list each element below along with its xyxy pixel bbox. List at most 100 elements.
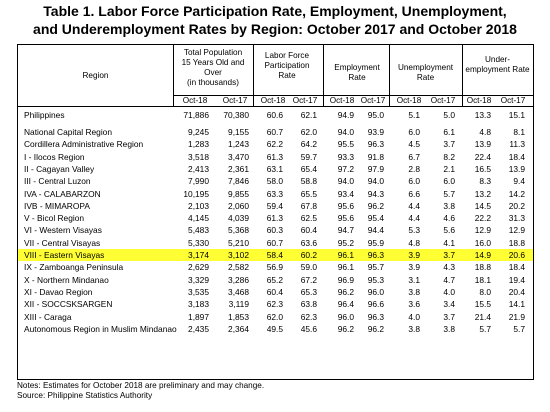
row-value: 4.4 xyxy=(408,200,420,211)
row-value: 6.0 xyxy=(408,176,420,187)
header-period: Oct-17 xyxy=(360,96,386,105)
row-value: 8.1 xyxy=(513,127,525,137)
row-value: 9,155 xyxy=(228,127,249,137)
row-value: 94.9 xyxy=(337,110,354,120)
row-value: 5.1 xyxy=(408,110,420,120)
row-value: 13.3 xyxy=(474,110,491,120)
row-value: 13.2 xyxy=(474,188,491,199)
row-value: 4,145 xyxy=(188,213,209,224)
header-subline xyxy=(173,95,533,96)
row-value: 97.2 xyxy=(337,163,354,174)
row-value: 94.7 xyxy=(337,225,354,236)
row-value: 63.8 xyxy=(300,299,317,310)
row-value: 96.3 xyxy=(367,139,384,150)
row-region: I - Ilocos Region xyxy=(24,151,85,162)
table-row: Philippines 71,886 70,380 60.6 62.1 94.9… xyxy=(18,109,533,121)
header-unemployment-line: Rate xyxy=(416,73,435,82)
row-value: 20.2 xyxy=(508,200,525,211)
table-row: XII - SOCCSKSARGEN 3,183 3,119 62.3 63.8… xyxy=(18,298,533,310)
row-value: 96.2 xyxy=(367,323,384,334)
row-value: 61.3 xyxy=(266,213,283,224)
row-value: 6.0 xyxy=(408,127,420,137)
row-value: 4.8 xyxy=(408,237,420,248)
header-divider xyxy=(462,45,463,106)
row-value: 5,483 xyxy=(188,225,209,236)
row-value: 4.7 xyxy=(443,274,455,285)
row-value: 60.4 xyxy=(300,225,317,236)
row-value: 5.7 xyxy=(513,323,525,334)
row-value: 21.4 xyxy=(474,311,491,322)
table-row: XIII - Caraga 1,897 1,853 62.0 62.3 96.0… xyxy=(18,311,533,323)
table-header: Region Total Population 15 Years Old and… xyxy=(18,45,533,107)
row-value: 3,329 xyxy=(188,274,209,285)
row-value: 2,364 xyxy=(228,323,249,334)
row-value: 95.9 xyxy=(367,237,384,248)
row-region: IVA - CALABARZON xyxy=(24,188,101,199)
row-value: 13.9 xyxy=(508,163,525,174)
row-value: 18.4 xyxy=(508,262,525,273)
row-value: 2,629 xyxy=(188,262,209,273)
row-value: 63.6 xyxy=(300,237,317,248)
row-value: 64.2 xyxy=(300,139,317,150)
row-region: Autonomous Region in Muslim Mindanao xyxy=(24,323,177,334)
row-value: 5.7 xyxy=(479,323,491,334)
row-value: 18.8 xyxy=(474,262,491,273)
row-value: 6.6 xyxy=(408,188,420,199)
row-value: 1,283 xyxy=(188,139,209,150)
row-value: 31.3 xyxy=(508,213,525,224)
row-value: 3.8 xyxy=(443,200,455,211)
row-value: 2,361 xyxy=(228,163,249,174)
row-value: 2,582 xyxy=(228,262,249,273)
row-value: 3.7 xyxy=(443,250,455,260)
table-row: National Capital Region 9,245 9,155 60.7… xyxy=(18,126,533,138)
row-region: V - Bicol Region xyxy=(24,213,85,224)
row-value: 5,368 xyxy=(228,225,249,236)
row-region: VI - Western Visayas xyxy=(24,225,102,236)
row-value: 14.9 xyxy=(474,250,491,260)
header-population: Total Population 15 Years Old and Over (… xyxy=(173,48,253,88)
row-value: 3.7 xyxy=(443,311,455,322)
row-value: 4.0 xyxy=(443,286,455,297)
header-unemployment-line: Unemployment xyxy=(397,63,454,72)
row-value: 62.1 xyxy=(300,110,317,120)
row-value: 93.9 xyxy=(367,127,384,137)
row-value: 20.6 xyxy=(508,250,525,260)
row-value: 6.0 xyxy=(443,176,455,187)
row-value: 7,846 xyxy=(228,176,249,187)
row-value: 6.1 xyxy=(443,127,455,137)
row-value: 95.0 xyxy=(367,110,384,120)
row-value: 2,060 xyxy=(228,200,249,211)
header-region: Region xyxy=(82,71,109,80)
header-lfpr-line: Participation xyxy=(264,61,310,70)
title-line-2: and Underemployment Rates by Region: Oct… xyxy=(33,21,517,37)
row-value: 96.1 xyxy=(337,262,354,273)
table-row: Autonomous Region in Muslim Mindanao 2,4… xyxy=(18,323,533,335)
row-region: X - Northern Mindanao xyxy=(24,274,109,285)
row-value: 4.8 xyxy=(479,127,491,137)
row-value: 3.4 xyxy=(443,299,455,310)
row-value: 1,897 xyxy=(188,311,209,322)
table-row: VII - Central Visayas 5,330 5,210 60.7 6… xyxy=(18,237,533,249)
row-value: 3,535 xyxy=(188,286,209,297)
header-period: Oct-17 xyxy=(500,96,526,105)
row-value: 4.1 xyxy=(443,237,455,248)
row-value: 97.9 xyxy=(367,163,384,174)
row-value: 62.2 xyxy=(266,139,283,150)
header-lfpr-line: Rate xyxy=(278,71,296,80)
header-underemployment-line: employment Rate xyxy=(465,65,530,74)
row-value: 3,183 xyxy=(188,299,209,310)
header-lfpr-line: Labor Force xyxy=(264,51,310,60)
row-value: 8.2 xyxy=(443,151,455,162)
row-value: 2,103 xyxy=(188,200,209,211)
row-value: 5.3 xyxy=(408,225,420,236)
row-region: IX - Zamboanga Peninsula xyxy=(24,262,124,273)
row-value: 65.4 xyxy=(300,163,317,174)
row-value: 62.3 xyxy=(266,299,283,310)
row-value: 95.3 xyxy=(367,274,384,285)
row-region: XI - Davao Region xyxy=(24,286,93,297)
row-value: 20.4 xyxy=(508,286,525,297)
row-value: 21.9 xyxy=(508,311,525,322)
row-region: XII - SOCCSKSARGEN xyxy=(24,299,113,310)
row-value: 3.8 xyxy=(408,286,420,297)
row-value: 65.5 xyxy=(300,188,317,199)
